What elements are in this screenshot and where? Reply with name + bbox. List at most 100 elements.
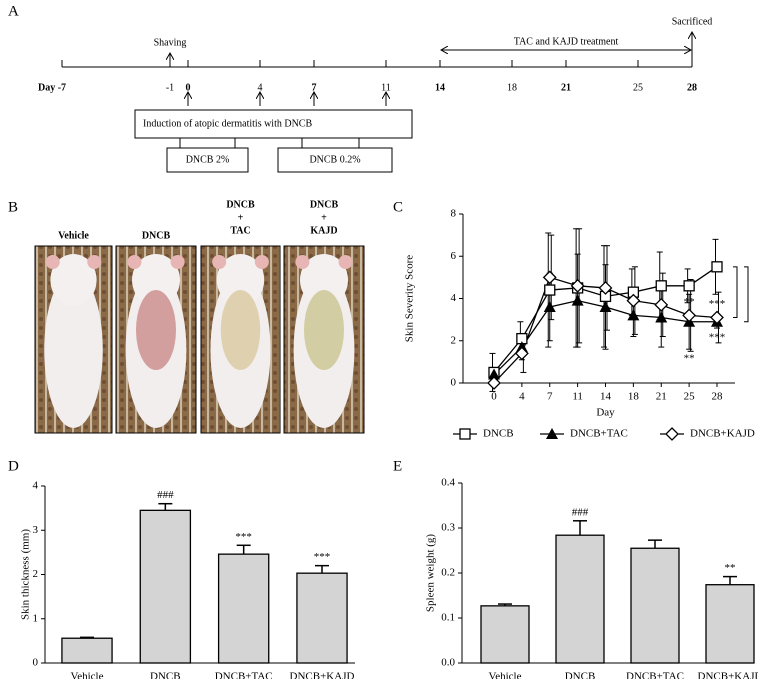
y-axis-label: Skin thickness (mm) [20, 529, 32, 620]
photo-label: + [321, 212, 327, 223]
mouse-head [300, 254, 348, 306]
mouse-ear [87, 255, 102, 269]
x-tick-label: 14 [600, 391, 612, 403]
bar [217, 553, 270, 664]
photo-label: TAC [230, 225, 250, 236]
significance-label: ** [725, 562, 736, 574]
induction-label: Induction of atopic dermatitis with DNCB [143, 118, 312, 129]
x-tick-label: 11 [572, 391, 583, 403]
mouse-ear [254, 255, 269, 269]
timeline-label: 0 [186, 82, 191, 93]
significance-label: ### [572, 506, 589, 518]
x-tick-label: 25 [684, 391, 696, 403]
comparison-bracket [733, 266, 738, 319]
significance-label: ** [684, 353, 695, 365]
bar [705, 584, 755, 664]
legend-marker [546, 428, 558, 439]
dose-box [166, 147, 249, 173]
significance-label: *** [235, 531, 252, 543]
dose-box [277, 147, 393, 173]
significance-label: ** [684, 296, 695, 308]
y-tick-label: 2 [451, 334, 457, 346]
timeline-label: Day -7 [38, 82, 66, 93]
x-tick-label: DNCB [150, 671, 181, 679]
timeline-label: 14 [435, 82, 445, 93]
point-marker [542, 270, 557, 285]
timeline-label: 11 [381, 82, 391, 93]
mouse-head [132, 254, 180, 306]
point-marker [599, 300, 612, 312]
x-tick-label: DNCB+TAC [626, 671, 684, 679]
panel-letter: E [393, 458, 402, 474]
point-marker [654, 297, 669, 312]
y-tick-label: 3 [33, 524, 39, 536]
point-marker [488, 368, 500, 380]
significance-label: *** [314, 551, 331, 563]
mouse-head [50, 254, 97, 306]
mouse-body [44, 272, 103, 428]
significance-label: *** [709, 332, 726, 344]
timeline-label: 21 [561, 82, 571, 93]
photo-label: DNCB [226, 199, 255, 210]
event-label: Sacrificed [672, 16, 713, 27]
timeline-label: 28 [687, 82, 697, 93]
x-tick-label: 18 [628, 391, 640, 403]
x-tick-label: Vehicle [489, 671, 522, 679]
mouse-ear [295, 255, 310, 269]
y-tick-label: 2 [33, 568, 39, 580]
point-marker [655, 280, 667, 292]
treatment-label: TAC and KAJD treatment [514, 36, 619, 47]
point-marker [626, 293, 641, 308]
bar [630, 547, 680, 664]
x-axis-label: Day [596, 407, 615, 419]
lesion [220, 290, 261, 370]
x-tick-label: DNCB+KAJD [698, 671, 758, 679]
x-tick-label: Vehicle [71, 671, 104, 679]
timeline-label: 18 [507, 82, 517, 93]
point-marker [571, 294, 584, 306]
point-marker [598, 281, 613, 295]
point-marker [570, 278, 585, 293]
photo-label: DNCB [310, 199, 339, 210]
significance-label: ### [157, 489, 174, 501]
point-marker [710, 310, 724, 325]
y-tick-label: 4 [451, 292, 457, 304]
mouse-ear [338, 255, 353, 269]
mouse-ear [212, 255, 227, 269]
significance-label: *** [709, 298, 726, 310]
timeline-label: 25 [633, 82, 643, 93]
y-tick-label: 0 [33, 657, 39, 669]
timeline-label: 4 [258, 82, 263, 93]
induction-box [134, 109, 413, 139]
y-axis-label: Skin Severity Score [404, 255, 416, 342]
timeline-label: 7 [312, 82, 317, 93]
x-tick-label: DNCB+TAC [215, 671, 273, 679]
bar [480, 605, 530, 664]
lesion [304, 290, 344, 370]
x-tick-label: DNCB [565, 671, 596, 679]
dose-label: DNCB 2% [186, 154, 230, 165]
y-tick-label: 0 [451, 377, 457, 389]
photo-label: DNCB [142, 230, 171, 241]
legend-marker [459, 428, 471, 440]
y-tick-label: 0.1 [441, 612, 455, 624]
bar [555, 534, 605, 664]
panel-letter: A [8, 3, 19, 19]
event-label: Shaving [154, 37, 187, 48]
point-marker [487, 376, 501, 390]
photo-label: + [238, 212, 244, 223]
panel-letter: D [8, 458, 19, 474]
y-tick-label: 0.3 [441, 522, 455, 534]
photo-label: Vehicle [58, 230, 89, 241]
legend-marker [665, 427, 679, 441]
point-marker [682, 308, 697, 323]
bar [139, 509, 192, 664]
point-marker [543, 300, 556, 312]
y-tick-label: 8 [451, 208, 457, 220]
comparison-bracket [744, 266, 749, 323]
legend-label: DNCB+TAC [570, 428, 628, 440]
y-tick-label: 6 [451, 250, 457, 262]
mouse-ear [170, 255, 185, 269]
x-tick-label: 0 [491, 391, 497, 403]
